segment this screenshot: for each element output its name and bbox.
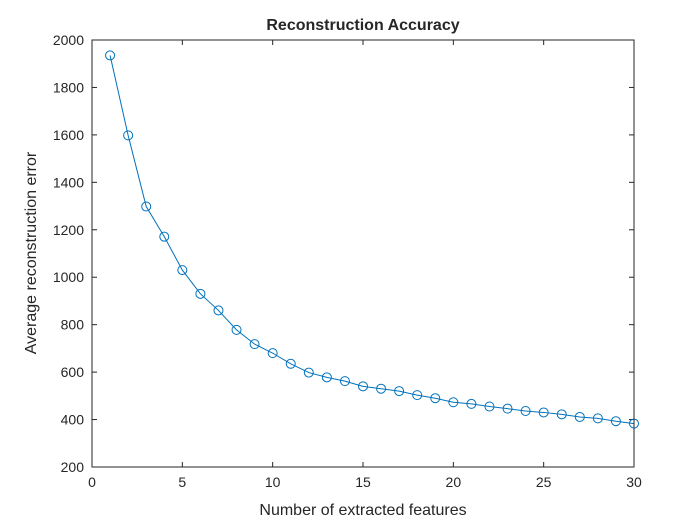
data-point-marker: [231, 324, 242, 335]
data-point-marker: [592, 413, 603, 424]
data-point-marker: [484, 401, 495, 412]
y-tick-label: 200: [61, 459, 85, 475]
data-point-marker: [141, 201, 152, 212]
x-tick-label: 20: [446, 474, 462, 490]
data-point-marker: [249, 339, 260, 350]
y-tick-label: 1000: [53, 269, 84, 285]
data-point-marker: [412, 390, 423, 401]
y-axis-label: Average reconstruction error: [23, 151, 40, 354]
data-point-marker: [502, 403, 513, 414]
y-tick-label: 1800: [53, 79, 84, 95]
data-point-marker: [267, 348, 278, 359]
x-axis-label: Number of extracted features: [259, 502, 466, 519]
series-layer: [105, 50, 639, 429]
x-tick-label: 30: [626, 474, 642, 490]
data-point-marker: [321, 372, 332, 383]
y-tick-label: 600: [61, 364, 85, 380]
y-tick-label: 800: [61, 317, 85, 333]
y-tick-label: 1200: [53, 222, 84, 238]
data-point-marker: [303, 367, 314, 378]
data-point-marker: [448, 397, 459, 408]
y-tick-label: 2000: [53, 32, 84, 48]
data-point-marker: [123, 130, 134, 141]
data-point-marker: [430, 393, 441, 404]
data-point-marker: [195, 288, 206, 299]
x-tick-label: 0: [88, 474, 96, 490]
data-point-marker: [358, 381, 368, 392]
data-point-marker: [610, 416, 621, 427]
y-tick-label: 1600: [53, 127, 84, 143]
plot-area: [92, 40, 634, 467]
data-point-marker: [285, 358, 296, 369]
y-tick-label: 400: [61, 412, 85, 428]
data-point-marker: [159, 231, 170, 242]
x-tick-label: 25: [536, 474, 552, 490]
data-point-marker: [538, 407, 549, 418]
data-point-marker: [177, 265, 188, 276]
data-point-marker: [556, 409, 567, 420]
chart-title: Reconstruction Accuracy: [266, 17, 459, 34]
y-tick-label: 1400: [53, 174, 84, 190]
data-point-marker: [339, 376, 350, 387]
x-tick-label: 5: [178, 474, 186, 490]
ticks-layer: 0 5 10 15 20 25 30 200 400 600 800 1000 1200 1400 1600…: [53, 32, 642, 490]
x-tick-label: 15: [355, 474, 371, 490]
data-point-marker: [574, 411, 585, 422]
x-tick-label: 10: [265, 474, 281, 490]
data-point-marker: [213, 305, 224, 316]
data-point-marker: [105, 50, 116, 61]
axes-box: [91, 39, 635, 468]
data-point-marker: [466, 398, 477, 409]
data-point-marker: [520, 406, 531, 417]
data-point-marker: [376, 383, 387, 394]
data-point-marker: [394, 386, 405, 397]
